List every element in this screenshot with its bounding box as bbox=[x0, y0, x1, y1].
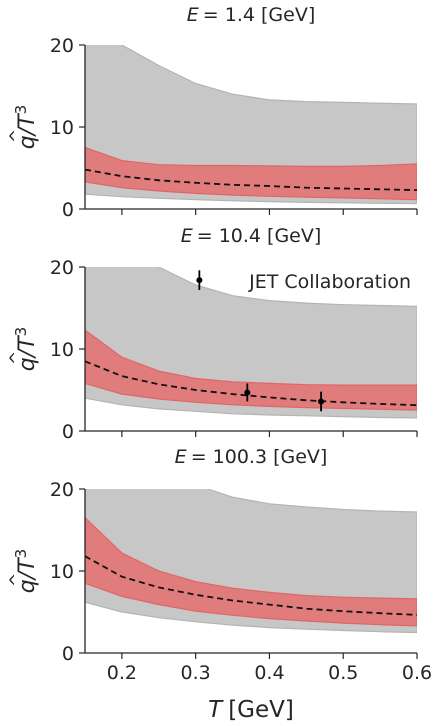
y-tick-label: 20 bbox=[50, 35, 74, 57]
panel-1-series bbox=[85, 45, 417, 205]
data-point bbox=[318, 398, 325, 405]
panel-2-title: E = 10.4 [GeV] bbox=[181, 225, 322, 247]
y-tick-label: 0 bbox=[62, 199, 74, 221]
panel-2-inner-band bbox=[85, 329, 417, 411]
x-tick-label: 0.4 bbox=[254, 662, 284, 684]
panel-1: E = 1.4 [GeV] 0 10 20 q/T3 ^ bbox=[7, 4, 418, 221]
data-point bbox=[196, 277, 203, 284]
panel-2-legend-label: JET Collaboration bbox=[248, 271, 411, 293]
panel-3-title: E = 100.3 [GeV] bbox=[175, 446, 328, 468]
panel-3-median-line bbox=[85, 555, 417, 616]
panel-3: E = 100.3 [GeV] 0 10 20 0.2 0.3 0.4 0.5 0.6 q/T3… bbox=[7, 446, 432, 684]
panel-3-ylabel: q/T3 bbox=[12, 549, 40, 593]
x-tick-label: 0.5 bbox=[328, 662, 358, 684]
panel-1-inner-band bbox=[85, 146, 417, 201]
x-axis-label: T [GeV] bbox=[208, 697, 294, 723]
data-point bbox=[244, 389, 251, 396]
panel-2-series bbox=[85, 267, 417, 419]
x-tick-label: 0.6 bbox=[402, 662, 432, 684]
y-tick-label: 0 bbox=[62, 643, 74, 665]
panel-3-inner-band bbox=[85, 516, 417, 627]
x-tick-label: 0.2 bbox=[107, 662, 137, 684]
panel-1-ylabel-hat: ^ bbox=[7, 129, 27, 143]
panel-1-title: E = 1.4 [GeV] bbox=[187, 4, 315, 26]
y-tick-label: 0 bbox=[62, 421, 74, 443]
panel-2-median-line bbox=[85, 360, 417, 407]
y-tick-label: 10 bbox=[50, 561, 74, 583]
panel-2-ylabel-hat: ^ bbox=[7, 351, 27, 365]
panel-1-outer-band bbox=[85, 45, 417, 205]
panel-2-ylabel: q/T3 bbox=[12, 327, 40, 371]
panel-3-ylabel-hat: ^ bbox=[7, 573, 27, 587]
panel-2: E = 10.4 [GeV] 0 10 20 JET Collaboration q/… bbox=[7, 225, 418, 443]
y-tick-label: 20 bbox=[50, 479, 74, 501]
panel-3-series bbox=[85, 489, 417, 634]
x-tick-label: 0.3 bbox=[181, 662, 211, 684]
y-tick-label: 20 bbox=[50, 257, 74, 279]
y-tick-label: 10 bbox=[50, 117, 74, 139]
panel-1-ylabel: q/T3 bbox=[12, 105, 40, 149]
y-tick-label: 10 bbox=[50, 339, 74, 361]
